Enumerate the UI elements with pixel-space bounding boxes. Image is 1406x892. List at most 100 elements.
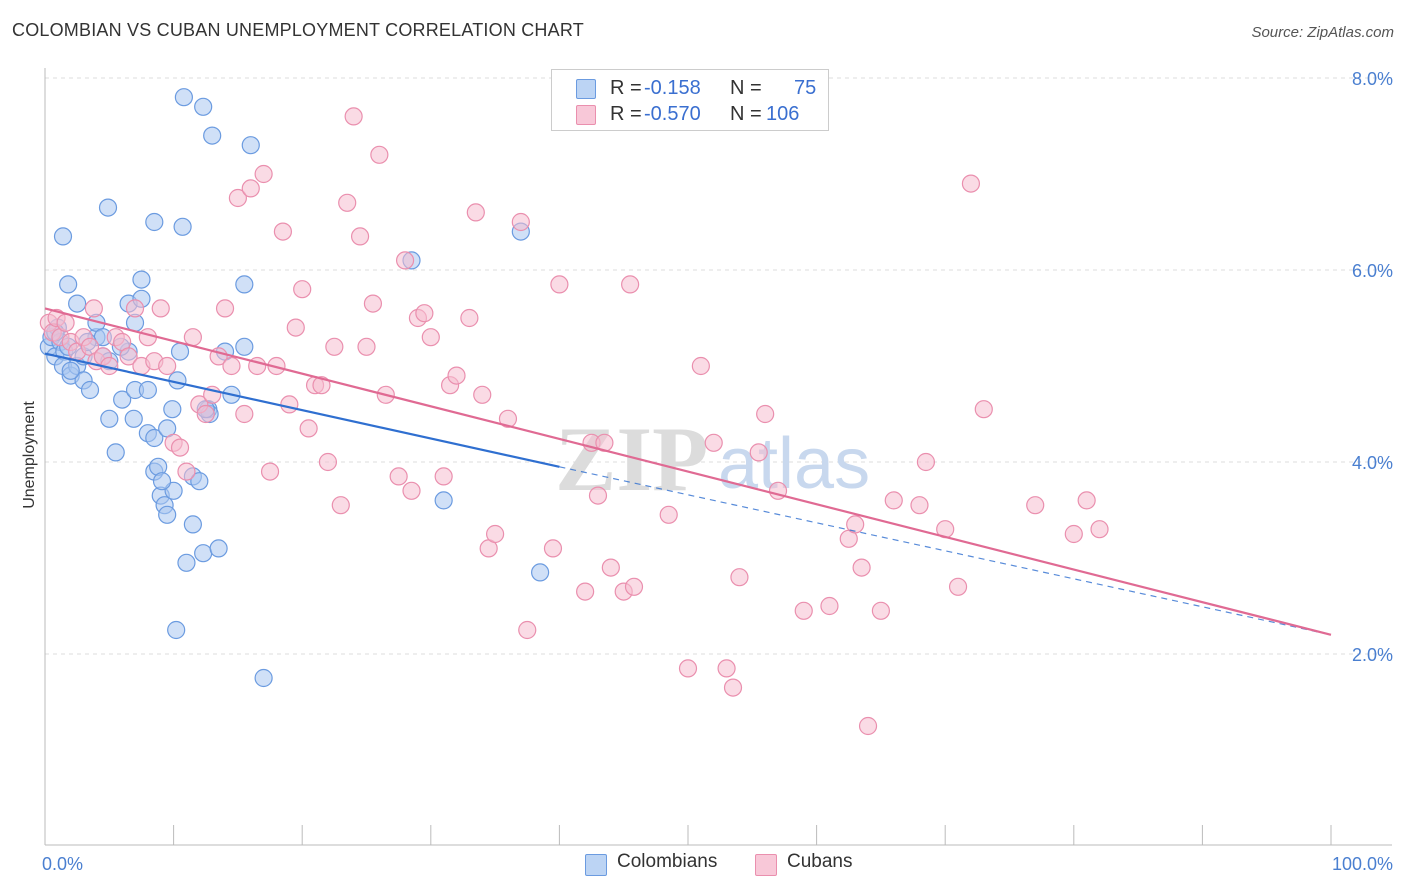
cubans-point [273, 222, 293, 241]
cubans-point [678, 659, 698, 678]
colombians-point [100, 409, 119, 428]
cubans-point [543, 539, 563, 558]
colombians-point [183, 515, 202, 534]
cubans-point [434, 467, 453, 486]
cubans-point [395, 251, 415, 270]
colombians-point [158, 505, 177, 524]
n-label: N = [730, 77, 762, 99]
cubans-point [871, 601, 891, 620]
cubans-point [338, 193, 357, 212]
cubans-point [756, 404, 775, 424]
cubans-point [402, 481, 421, 500]
colombians-point [113, 390, 132, 409]
y-axis-title: Unemployment [21, 401, 38, 509]
cubans-point [852, 558, 871, 577]
cubans-point [730, 568, 749, 587]
cubans-point [486, 524, 505, 544]
cubans-point [56, 313, 75, 332]
cubans-point [948, 577, 968, 596]
colombians-point [194, 97, 213, 116]
cubans-point [222, 356, 241, 376]
cubans-point [84, 299, 103, 318]
colombians-point [106, 443, 125, 462]
cubans-point [460, 308, 479, 328]
cubans-point [125, 299, 145, 318]
cubans-point [704, 433, 723, 452]
colombians-point [167, 620, 186, 640]
colombians-point [170, 342, 190, 361]
colombians-point [241, 136, 260, 155]
colombians-point [235, 337, 254, 356]
cubans-point [170, 438, 190, 457]
cubans-point [260, 462, 280, 481]
colombians-point [531, 563, 550, 582]
cubans-point [884, 491, 903, 510]
cubans-point [717, 659, 736, 678]
legend-label: Cubans [787, 851, 853, 872]
cubans-point [498, 409, 518, 428]
cubans-point [466, 203, 485, 222]
cubans-point [1064, 524, 1083, 544]
cubans-point [370, 145, 389, 164]
cubans-point [659, 505, 678, 524]
cubans-point [331, 496, 350, 515]
cubans-point [961, 174, 981, 193]
cubans-point [624, 577, 644, 596]
colombians-point [124, 409, 143, 428]
colombians-point [174, 88, 193, 107]
cubans-point [511, 212, 530, 232]
n-value: 106 [766, 103, 800, 125]
cubans-point [299, 419, 318, 438]
cubans-point [215, 299, 235, 318]
colombians-point [177, 553, 196, 572]
cubans-point [254, 164, 273, 184]
r-value: -0.158 [644, 77, 701, 99]
cubans-point [312, 376, 331, 395]
colombians-point [203, 126, 222, 145]
cubans-point [588, 486, 608, 505]
cubans-point [325, 337, 344, 356]
cubans-point [357, 337, 376, 356]
cubans-point [151, 299, 170, 318]
cubans-point [293, 280, 312, 299]
watermark-atlas: atlas [718, 424, 870, 504]
colombians-point [190, 472, 209, 491]
cubans-point [138, 328, 157, 347]
cubans-point [749, 443, 768, 462]
cubans-point [177, 462, 196, 481]
cubans-point [363, 294, 383, 313]
colombians-point [163, 400, 182, 419]
cubans-point [1077, 491, 1096, 510]
cubans-point [235, 404, 254, 424]
cubans-point [576, 582, 595, 601]
x-tick-label: 100.0% [1332, 854, 1393, 874]
colombians-point [145, 212, 164, 232]
cubans-point [846, 515, 865, 534]
colombians-trend-line [44, 352, 560, 468]
cubans-trend-line [44, 307, 1332, 636]
colombians-point [98, 198, 118, 217]
cubans-point [280, 395, 299, 414]
cubans-point [196, 404, 215, 424]
cubans-point [518, 620, 537, 640]
cubans-point [389, 467, 408, 486]
cubans-point [286, 318, 305, 337]
colombians-point [173, 217, 192, 236]
cubans-point [421, 328, 440, 347]
legend-label: Colombians [617, 851, 718, 872]
axes [44, 68, 1392, 846]
colombians-swatch [585, 854, 607, 876]
cubans-point [820, 596, 839, 616]
cubans-point [158, 356, 177, 376]
cubans-point [858, 716, 878, 736]
cubans-point [550, 275, 569, 294]
trend-lines [44, 307, 1332, 636]
colombians-point [138, 380, 157, 400]
legend-row-colombians: R = -0.158 N = 75 [552, 75, 828, 101]
cubans-point [1026, 496, 1045, 515]
r-value: -0.570 [644, 103, 701, 125]
colombians-point [59, 275, 78, 294]
colombians-point [209, 539, 228, 558]
cubans-point [691, 356, 710, 376]
colombians-point [152, 472, 172, 491]
